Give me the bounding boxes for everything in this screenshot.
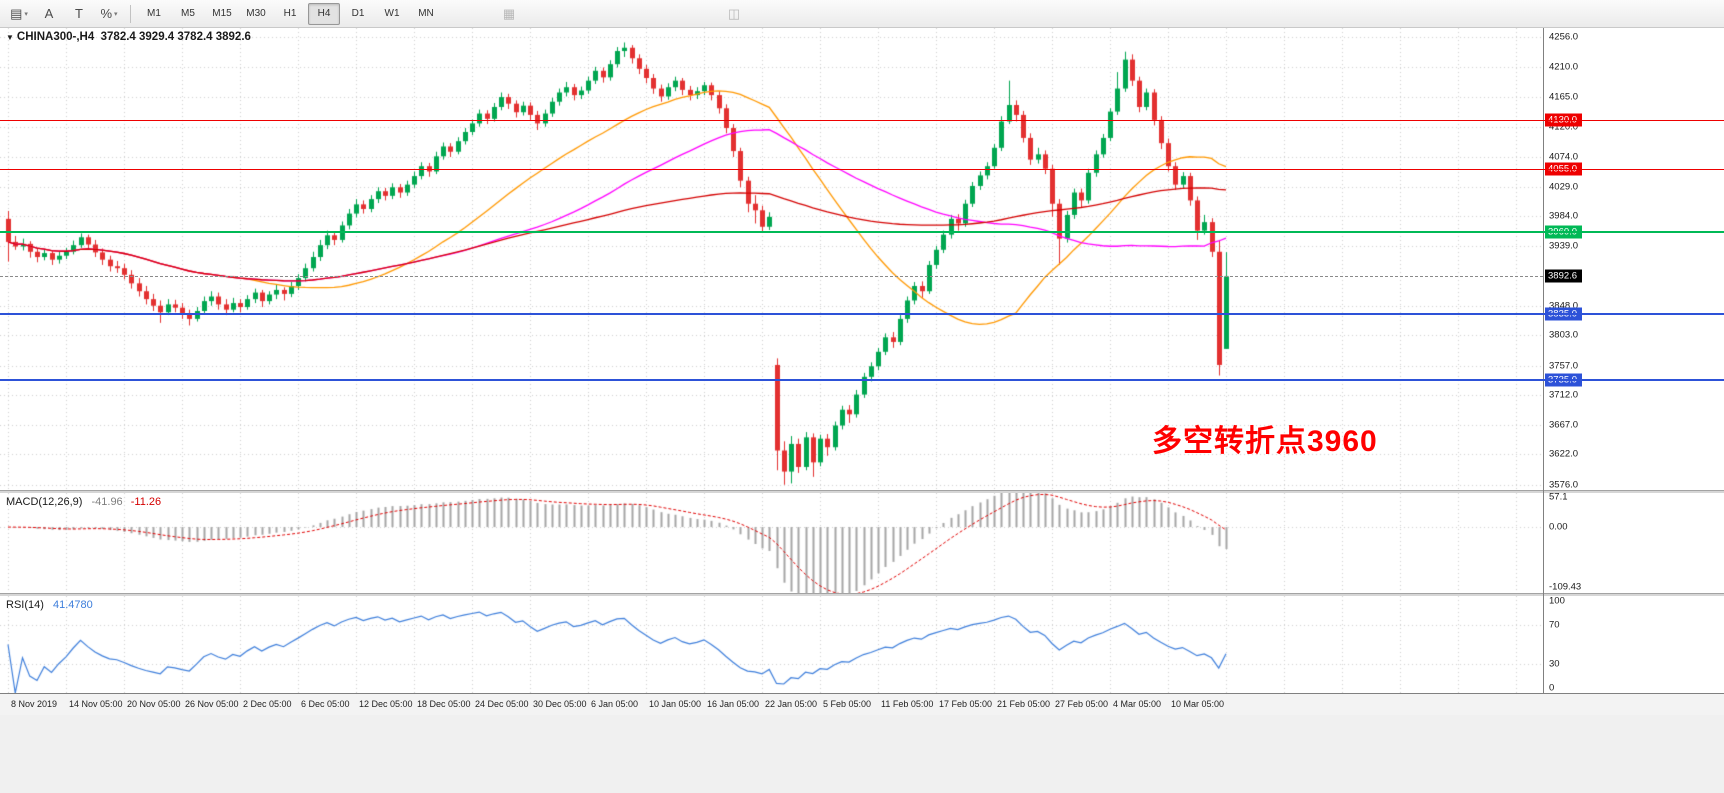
time-axis-label: 11 Feb 05:00	[881, 699, 934, 709]
quote-ohlc: 3782.4 3929.4 3782.4 3892.6	[100, 31, 251, 43]
bid-price-tag: 3892.6	[1545, 269, 1583, 283]
templates-icon: ◫	[727, 5, 741, 21]
price-axis-tick: 3848.0	[1549, 300, 1579, 312]
chart-window: ▼ CHINA300-,H4 3782.4 3929.4 3782.4 3892.…	[0, 28, 1724, 715]
bid-price-line	[0, 276, 1543, 278]
time-axis-label: 20 Nov 05:00	[127, 699, 181, 709]
timeframe-button-m15[interactable]: M15	[212, 8, 232, 19]
pane-separator[interactable]	[0, 593, 1724, 596]
time-axis-label: 26 Nov 05:00	[185, 699, 239, 709]
hline-4130.0[interactable]	[0, 120, 1724, 122]
macd-name: MACD(12,26,9)	[6, 496, 83, 508]
time-axis[interactable]: 8 Nov 2019 14 Nov 05:00 20 Nov 05:00 26 Nov…	[0, 693, 1724, 715]
toolbar-separator	[130, 4, 131, 23]
time-axis-label: 16 Jan 05:00	[707, 699, 760, 709]
indicators-icon: ▦	[502, 5, 516, 21]
time-axis-label: 10 Mar 05:00	[1171, 699, 1225, 709]
timeframe-button-h1[interactable]: H1	[283, 8, 297, 19]
timeframe-button-w1[interactable]: W1	[384, 8, 400, 19]
price-axis-tick: 4256.0	[1549, 31, 1579, 43]
cursor-tool-icon[interactable]: A	[44, 6, 54, 21]
time-axis-label: 4 Mar 05:00	[1113, 699, 1162, 709]
hline-4055.0[interactable]	[0, 169, 1724, 171]
timeframe-button-h4[interactable]: H4	[308, 2, 340, 25]
price-axis-tick: 3667.0	[1549, 419, 1579, 431]
price-axis-tick: 3576.0	[1549, 479, 1579, 491]
macd-axis-tick: 0.00	[1549, 521, 1568, 533]
hline-3960.0[interactable]	[0, 231, 1724, 234]
line-studies-icon[interactable]: % ▾	[100, 6, 118, 21]
time-axis-label: 21 Feb 05:00	[997, 699, 1051, 709]
chart-toolbar: ▤ ▾ A T % ▾ M1 M5 M15 M30 H1 H4 D1 W1 MN ▦ ◫	[0, 0, 1724, 28]
hline-3735.0[interactable]	[0, 379, 1724, 382]
price-axis-tick: 3712.0	[1549, 389, 1579, 401]
macd-axis-tick: 57.1	[1549, 491, 1568, 503]
chart-title: ▼ CHINA300-,H4 3782.4 3929.4 3782.4 3892.…	[6, 31, 251, 43]
time-axis-label: 12 Dec 05:00	[359, 699, 413, 709]
rsi-value: 41.4780	[52, 599, 93, 611]
time-axis-label: 18 Dec 05:00	[417, 699, 471, 709]
timeframe-button-mn[interactable]: MN	[418, 8, 434, 19]
time-axis-label: 22 Jan 05:00	[765, 699, 818, 709]
price-axis-tick: 3939.0	[1549, 240, 1579, 252]
macd-signal-value: -11.26	[130, 496, 162, 508]
text-tool-icon[interactable]: T	[75, 6, 83, 21]
price-axis-divider	[1543, 28, 1544, 693]
chart-dropdown-icon[interactable]: ▼	[6, 33, 14, 42]
price-axis-tick: 3757.0	[1549, 360, 1579, 372]
hline-3835.0[interactable]	[0, 313, 1724, 316]
timeframe-button-d1[interactable]: D1	[351, 8, 365, 19]
time-axis-label: 6 Dec 05:00	[301, 699, 350, 709]
price-axis-tick: 4210.0	[1549, 61, 1579, 73]
pane-separator[interactable]	[0, 490, 1724, 493]
rsi-canvas[interactable]	[0, 596, 1543, 693]
rsi-pane: RSI(14) 41.4780	[0, 596, 1724, 693]
time-axis-label: 8 Nov 2019	[11, 699, 58, 709]
price-pane: ▼ CHINA300-,H4 3782.4 3929.4 3782.4 3892.…	[0, 28, 1724, 490]
time-axis-label: 14 Nov 05:00	[69, 699, 123, 709]
price-axis-tick: 4029.0	[1549, 181, 1579, 193]
rsi-label: RSI(14) 41.4780	[6, 599, 93, 611]
timeframe-button-m30[interactable]: M30	[246, 8, 266, 19]
macd-label: MACD(12,26,9) -41.96 -11.26	[6, 496, 161, 508]
time-axis-label: 6 Jan 05:00	[591, 699, 639, 709]
rsi-axis-tick: 70	[1549, 619, 1560, 631]
timeframe-button-m1[interactable]: M1	[147, 8, 161, 19]
time-axis-label: 5 Feb 05:00	[823, 699, 872, 709]
rsi-axis-tick: 30	[1549, 658, 1560, 670]
symbol-timeframe: CHINA300-,H4	[16, 31, 95, 43]
timeframe-button-m5[interactable]: M5	[181, 8, 195, 19]
macd-axis-tick: -109.43	[1549, 581, 1582, 593]
dropdown-caret-icon: ▾	[24, 10, 28, 18]
price-axis-tick: 3622.0	[1549, 448, 1579, 460]
time-axis-label: 27 Feb 05:00	[1055, 699, 1109, 709]
price-axis-tick: 4120.0	[1549, 121, 1579, 133]
price-chart-canvas[interactable]	[0, 28, 1543, 490]
rsi-axis[interactable]: 100 70 30 0	[1544, 595, 1724, 694]
annotation-text[interactable]: 多空转折点3960	[1152, 425, 1378, 458]
window-background	[0, 715, 1724, 793]
time-axis-label: 2 Dec 05:00	[243, 699, 292, 709]
time-axis-label: 30 Dec 05:00	[533, 699, 587, 709]
dropdown-caret-icon: ▾	[114, 10, 118, 18]
price-axis[interactable]: 4256.0 4210.0 4165.0 4120.0 4074.0 4029.0 3984…	[1544, 28, 1724, 490]
time-axis-label: 17 Feb 05:00	[939, 699, 993, 709]
rsi-name: RSI(14)	[6, 599, 44, 611]
time-axis-label: 10 Jan 05:00	[649, 699, 702, 709]
rsi-axis-tick: 100	[1549, 595, 1565, 607]
macd-pane: MACD(12,26,9) -41.96 -11.26	[0, 493, 1724, 593]
time-axis-label: 24 Dec 05:00	[475, 699, 529, 709]
price-axis-tick: 3984.0	[1549, 210, 1579, 222]
rsi-axis-tick: 0	[1549, 682, 1555, 694]
macd-canvas[interactable]	[0, 493, 1543, 593]
price-axis-tick: 3803.0	[1549, 329, 1579, 341]
macd-axis[interactable]: 57.1 0.00 -109.43	[1544, 491, 1724, 593]
chart-windows-icon[interactable]: ▤ ▾	[10, 5, 28, 21]
price-axis-tick: 4165.0	[1549, 91, 1579, 103]
macd-main-value: -41.96	[91, 496, 123, 508]
price-axis-tick: 4074.0	[1549, 151, 1579, 163]
